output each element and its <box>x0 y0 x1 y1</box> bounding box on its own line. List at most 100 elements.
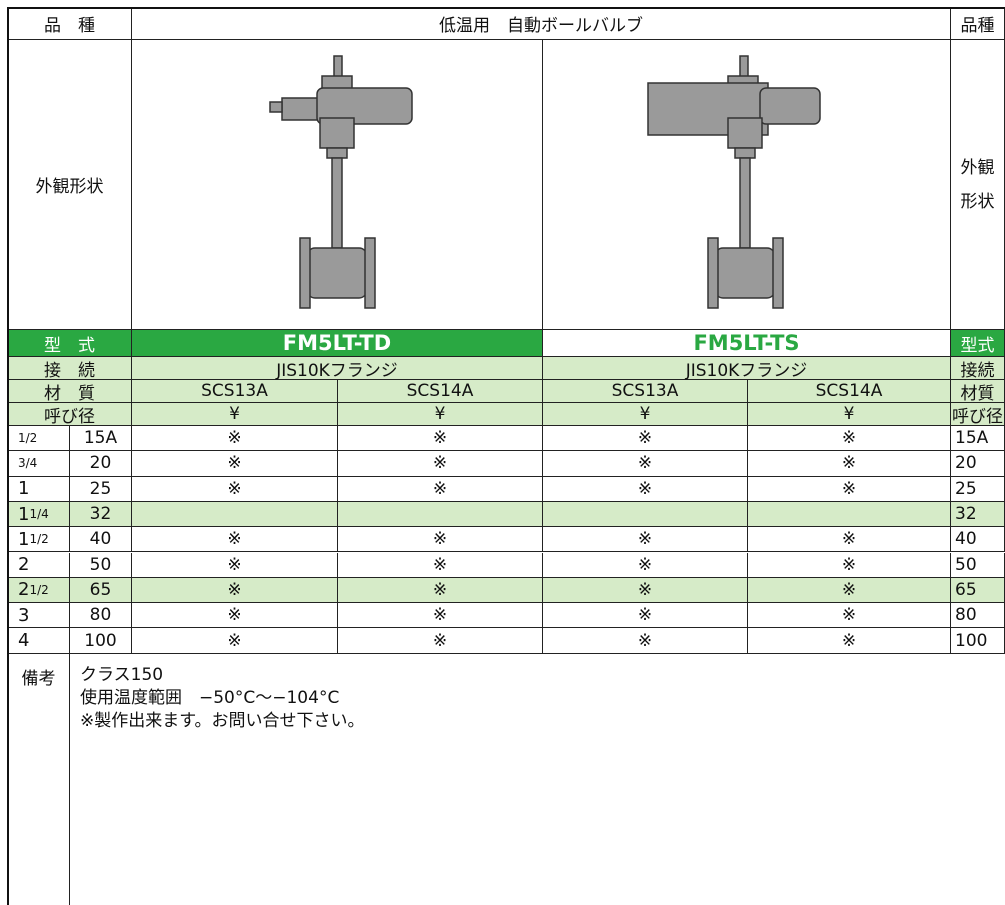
size-fraction: 3/4 <box>18 456 38 471</box>
size-cell: ※ <box>338 451 543 477</box>
size-cell: ※ <box>748 451 951 477</box>
size-whole: 1 <box>18 503 30 525</box>
size-inch: 3/4 <box>8 451 70 477</box>
remarks-label: 備考 <box>8 654 70 905</box>
size-fraction: 1/4 <box>29 507 49 522</box>
remarks-line: クラス150 <box>80 665 164 685</box>
size-mm: 32 <box>951 501 1005 528</box>
size-inch: 1 1/2 <box>8 527 70 553</box>
material-label: 材 質 <box>8 380 132 404</box>
material-value: SCS14A <box>338 380 543 403</box>
image-cell <box>543 40 951 330</box>
valve-image <box>269 55 413 309</box>
size-mm: 80 <box>951 603 1005 629</box>
size-fraction: 1/2 <box>29 582 49 597</box>
size-cell: ※ <box>338 577 543 604</box>
remarks: クラス150 使用温度範囲 −50°C〜−104°C ※製作出来ます。お問い合せ下さ… <box>70 654 1005 905</box>
size-mm: 80 <box>70 603 132 629</box>
appearance-label: 外観形状 <box>8 40 132 330</box>
size-cell: ※ <box>338 476 543 502</box>
connection-label: 接続 <box>951 357 1005 381</box>
size_header-value: ¥ <box>338 403 543 426</box>
size-cell: ※ <box>543 628 748 654</box>
model-label: 型式 <box>951 330 1005 357</box>
size-cell: ※ <box>543 426 748 452</box>
size-cell <box>132 501 338 528</box>
size-cell: ※ <box>543 527 748 553</box>
size-cell: ※ <box>748 527 951 553</box>
size-mm: 100 <box>951 628 1005 654</box>
size-mm: 25 <box>951 476 1005 502</box>
size-inch: 2 <box>8 552 70 578</box>
size-cell: ※ <box>543 577 748 604</box>
appearance-label-line: 外観 <box>960 157 995 178</box>
size-cell: ※ <box>543 603 748 629</box>
size-cell: ※ <box>338 603 543 629</box>
valve-image <box>647 55 821 309</box>
size-inch: 1 1/4 <box>8 501 70 528</box>
size-mm: 50 <box>70 552 132 578</box>
size-mm: 15A <box>70 426 132 452</box>
size-fraction: 1/2 <box>29 532 49 547</box>
size_header-value: ¥ <box>132 403 338 426</box>
size-cell: ※ <box>132 577 338 604</box>
size-whole: 4 <box>18 630 30 652</box>
appearance-label-line: 形状 <box>960 191 995 212</box>
size-fraction: 1/2 <box>18 431 38 446</box>
size-cell: ※ <box>132 552 338 578</box>
size-mm: 65 <box>70 577 132 604</box>
connection-value: JIS10Kフランジ <box>132 357 543 381</box>
size-mm: 40 <box>951 527 1005 553</box>
size-cell: ※ <box>338 628 543 654</box>
header-title: 低温用 自動ボールバルブ <box>132 8 951 40</box>
size-cell: ※ <box>132 451 338 477</box>
size-mm: 20 <box>70 451 132 477</box>
size-cell: ※ <box>132 628 338 654</box>
size-cell <box>543 501 748 528</box>
size-cell: ※ <box>748 476 951 502</box>
size-mm: 40 <box>70 527 132 553</box>
size-cell: ※ <box>338 527 543 553</box>
size-cell: ※ <box>748 603 951 629</box>
material-label: 材質 <box>951 380 1005 404</box>
model-name: FM5LT-TS <box>543 330 951 357</box>
connection-label: 接 続 <box>8 357 132 381</box>
size-cell <box>338 501 543 528</box>
size-inch: 4 <box>8 628 70 654</box>
material-value: SCS13A <box>132 380 338 403</box>
model-name: FM5LT-TD <box>132 330 543 357</box>
size-whole: 3 <box>18 604 30 626</box>
size-cell: ※ <box>748 552 951 578</box>
connection-value: JIS10Kフランジ <box>543 357 951 381</box>
size_header-label: 呼び径 <box>951 403 1005 427</box>
size-whole: 1 <box>18 528 30 550</box>
appearance-label: 外観形状 <box>951 40 1005 330</box>
model-label: 型 式 <box>8 330 132 357</box>
size-mm: 32 <box>70 501 132 528</box>
size-inch: 1/2 <box>8 426 70 452</box>
size-mm: 15A <box>951 426 1005 452</box>
size-cell: ※ <box>543 476 748 502</box>
size-mm: 65 <box>951 577 1005 604</box>
size-cell: ※ <box>132 603 338 629</box>
size_header-value: ¥ <box>543 403 748 426</box>
size-cell: ※ <box>543 451 748 477</box>
size-whole: 2 <box>18 579 30 601</box>
size-cell: ※ <box>338 426 543 452</box>
size-mm: 100 <box>70 628 132 654</box>
size-mm: 25 <box>70 476 132 502</box>
remarks-line: ※製作出来ます。お問い合せ下さい。 <box>80 711 365 731</box>
size-cell: ※ <box>132 527 338 553</box>
size-cell: ※ <box>338 552 543 578</box>
size-cell: ※ <box>132 476 338 502</box>
size-inch: 3 <box>8 603 70 629</box>
size-cell: ※ <box>543 552 748 578</box>
size-whole: 1 <box>18 478 30 500</box>
size-mm: 20 <box>951 451 1005 477</box>
material-value: SCS14A <box>748 380 951 403</box>
size-mm: 50 <box>951 552 1005 578</box>
image-cell <box>132 40 543 330</box>
size-cell: ※ <box>748 577 951 604</box>
header-label: 品種 <box>951 8 1005 40</box>
